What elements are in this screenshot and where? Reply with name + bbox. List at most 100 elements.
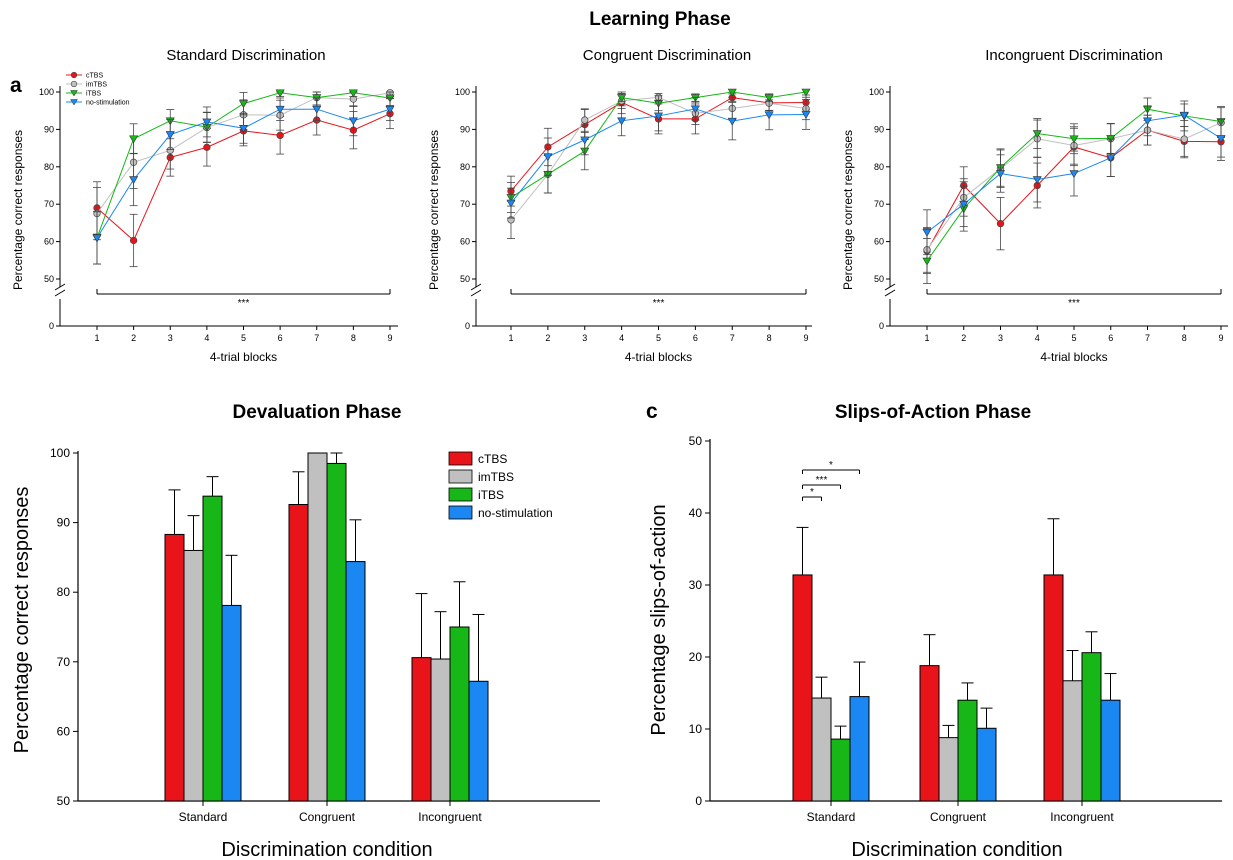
- data-point: [1179, 111, 1189, 120]
- x-tick-label: 1: [924, 333, 929, 343]
- x-tick-label: 7: [1145, 333, 1150, 343]
- y-tick-label: 60: [460, 237, 470, 247]
- bar-chart-2: 0 10 20 30 40 50 Standard Congruent Incongruent P…: [648, 434, 1222, 860]
- axis-break-mark: [54, 283, 66, 291]
- y-tick-label: 50: [689, 434, 703, 448]
- bar-itbs-congruent: [957, 699, 978, 802]
- legend-label: iTBS: [478, 488, 504, 502]
- y-tick-label: 40: [689, 506, 703, 520]
- series-no-stimulation: [506, 97, 811, 219]
- bar-chart-1: 50 60 70 80 90 100 Standard Congruent Incongruen…: [11, 446, 600, 860]
- significance-label: *: [810, 487, 814, 498]
- bar-ctbs-incongruent: [1043, 574, 1064, 802]
- line-chart-3: Incongruent Discrimination 50 60 70 80 90 100 0…: [841, 47, 1228, 364]
- data-point: [617, 94, 627, 103]
- data-point: [727, 88, 737, 97]
- data-point: [312, 105, 322, 114]
- legend-label: imTBS: [86, 82, 107, 89]
- data-point: [580, 136, 590, 145]
- panel-letter-c: c: [646, 400, 658, 423]
- y-tick-label: 100: [455, 87, 470, 97]
- significance-label: ***: [816, 475, 828, 486]
- x-tick-label: 8: [351, 333, 356, 343]
- data-point: [727, 117, 737, 126]
- data-point: [617, 117, 627, 126]
- y-tick-label: 10: [689, 722, 703, 736]
- x-tick-label: 6: [693, 333, 698, 343]
- legend-label: cTBS: [86, 73, 103, 80]
- data-point: [764, 94, 774, 103]
- line-chart-title: Incongruent Discrimination: [985, 47, 1163, 64]
- data-point: [203, 143, 211, 152]
- bar-ctbs-congruent: [288, 504, 309, 802]
- y-tick-label: 80: [460, 162, 470, 172]
- data-point: [1106, 154, 1116, 163]
- bar-imtbs-congruent: [307, 452, 328, 802]
- x-tick-label: 1: [94, 333, 99, 343]
- data-point: [922, 257, 932, 266]
- bar-no-stimulation-incongruent: [1100, 699, 1121, 802]
- data-point: [276, 131, 284, 140]
- data-point: [92, 234, 102, 243]
- bar-no-stimulation-incongruent: [468, 680, 489, 802]
- x-tick-label: 5: [656, 333, 661, 343]
- data-point: [202, 118, 212, 127]
- bar-itbs-congruent: [326, 462, 347, 802]
- learning-title: Learning Phase: [589, 9, 731, 30]
- data-point: [348, 89, 358, 98]
- data-point: [690, 105, 700, 114]
- bar-ctbs-standard: [164, 533, 185, 802]
- y-tick-label: 70: [460, 199, 470, 209]
- x-tick-label: 4: [204, 333, 209, 343]
- data-point: [129, 236, 138, 245]
- legend-label: no-stimulation: [86, 100, 130, 107]
- data-point: [385, 105, 395, 114]
- x-tick-label: 9: [387, 333, 392, 343]
- x-tick-label: 9: [1218, 333, 1223, 343]
- bar-itbs-incongruent: [1081, 652, 1102, 802]
- category-label: Incongruent: [418, 810, 482, 824]
- x-tick-label: 3: [582, 333, 587, 343]
- legend-label: imTBS: [478, 470, 514, 484]
- x-tick-label: 2: [131, 333, 136, 343]
- y-tick-label: 60: [874, 237, 884, 247]
- y-tick-label: 70: [874, 199, 884, 209]
- bar-legend: cTBS imTBS iTBS no-stimulation: [448, 451, 553, 520]
- bar-imtbs-incongruent: [430, 658, 451, 802]
- x-tick-label: 2: [961, 333, 966, 343]
- legend-label: cTBS: [478, 452, 507, 466]
- y-tick-label: 0: [465, 321, 470, 331]
- data-point: [764, 111, 774, 120]
- bar-ctbs-congruent: [919, 665, 940, 802]
- data-point: [348, 117, 358, 126]
- data-point: [165, 131, 175, 140]
- y-tick-label: 80: [44, 162, 54, 172]
- y-tick-label: 80: [874, 162, 884, 172]
- x-axis-label: 4-trial blocks: [1040, 350, 1107, 364]
- y-tick-label: 20: [689, 650, 703, 664]
- category-label: Standard: [179, 810, 228, 824]
- x-tick-label: 3: [168, 333, 173, 343]
- legend-marker: [70, 80, 78, 88]
- data-point: [1216, 135, 1226, 143]
- data-point: [995, 170, 1006, 179]
- line-chart-title: Standard Discrimination: [166, 47, 325, 64]
- x-tick-label: 6: [278, 333, 283, 343]
- category-label: Congruent: [930, 810, 987, 824]
- y-tick-label: 90: [44, 124, 54, 134]
- y-axis-label: Percentage correct responses: [11, 487, 33, 754]
- x-tick-label: 2: [545, 333, 550, 343]
- bar-imtbs-standard: [811, 697, 832, 802]
- data-point: [275, 89, 285, 98]
- y-tick-label: 90: [874, 124, 884, 134]
- significance-label: *: [829, 460, 833, 471]
- y-tick-label: 50: [874, 274, 884, 284]
- slips-title: Slips-of-Action Phase: [835, 402, 1031, 423]
- x-tick-label: 4: [619, 333, 624, 343]
- x-tick-label: 6: [1108, 333, 1113, 343]
- significance-label: ***: [238, 298, 250, 309]
- x-tick-label: 8: [1182, 333, 1187, 343]
- data-point: [506, 199, 516, 208]
